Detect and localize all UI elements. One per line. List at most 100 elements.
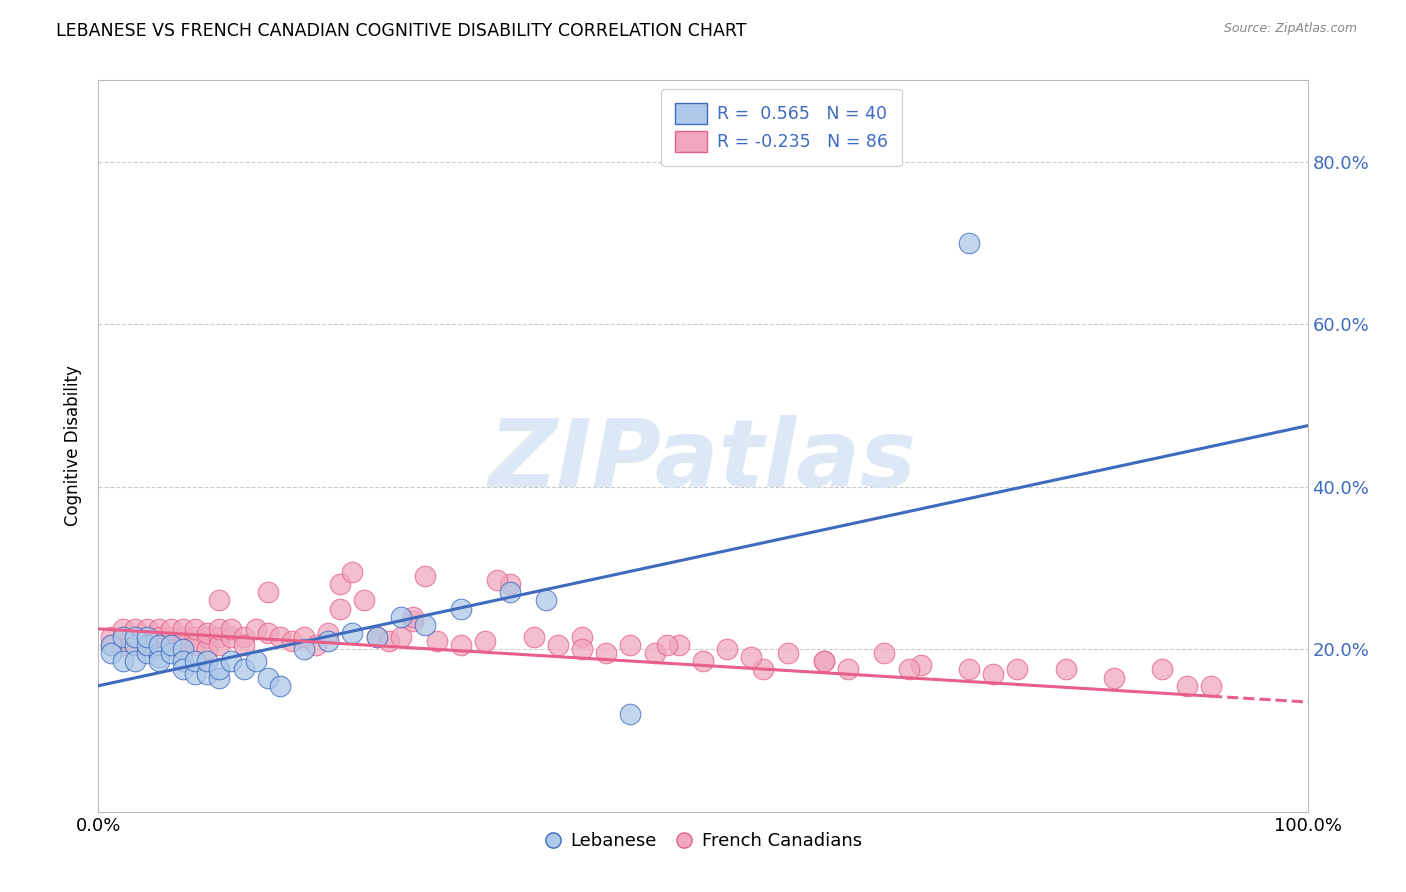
Point <box>402 614 425 628</box>
Point <box>957 663 980 677</box>
Point <box>413 617 436 632</box>
Point <box>474 634 496 648</box>
Point <box>124 630 146 644</box>
Point <box>957 235 980 250</box>
Point <box>124 638 146 652</box>
Point <box>124 654 146 668</box>
Point <box>148 638 170 652</box>
Point <box>135 638 157 652</box>
Point <box>402 609 425 624</box>
Point <box>232 638 254 652</box>
Point <box>655 638 678 652</box>
Point <box>111 630 134 644</box>
Point <box>269 679 291 693</box>
Point <box>571 630 593 644</box>
Point <box>172 638 194 652</box>
Point <box>342 565 364 579</box>
Point <box>316 634 339 648</box>
Point <box>195 666 218 681</box>
Point <box>329 601 352 615</box>
Point <box>366 630 388 644</box>
Point <box>450 601 472 615</box>
Point <box>740 650 762 665</box>
Point <box>135 630 157 644</box>
Point <box>148 638 170 652</box>
Point <box>100 646 122 660</box>
Point <box>245 654 267 668</box>
Point <box>232 630 254 644</box>
Point <box>135 646 157 660</box>
Point <box>172 663 194 677</box>
Text: LEBANESE VS FRENCH CANADIAN COGNITIVE DISABILITY CORRELATION CHART: LEBANESE VS FRENCH CANADIAN COGNITIVE DI… <box>56 22 747 40</box>
Point <box>208 593 231 607</box>
Point <box>752 663 775 677</box>
Point <box>124 638 146 652</box>
Point <box>1054 663 1077 677</box>
Point <box>208 671 231 685</box>
Point <box>111 638 134 652</box>
Point <box>571 642 593 657</box>
Point <box>135 630 157 644</box>
Point <box>619 638 641 652</box>
Point <box>160 630 183 644</box>
Point <box>981 666 1004 681</box>
Point <box>813 654 835 668</box>
Point <box>389 630 412 644</box>
Point <box>716 642 738 657</box>
Point <box>184 654 207 668</box>
Point <box>873 646 896 660</box>
Point <box>256 626 278 640</box>
Point <box>221 654 243 668</box>
Point <box>776 646 799 660</box>
Point <box>148 650 170 665</box>
Point <box>184 630 207 644</box>
Point <box>172 654 194 668</box>
Legend: Lebanese, French Canadians: Lebanese, French Canadians <box>537 825 869 857</box>
Point <box>135 622 157 636</box>
Point <box>426 634 449 648</box>
Point <box>389 609 412 624</box>
Point <box>498 577 520 591</box>
Point <box>292 630 315 644</box>
Point <box>184 622 207 636</box>
Point <box>148 630 170 644</box>
Point <box>910 658 932 673</box>
Point <box>221 622 243 636</box>
Point <box>523 630 546 644</box>
Point <box>813 654 835 668</box>
Point <box>486 573 509 587</box>
Point <box>100 638 122 652</box>
Point <box>269 630 291 644</box>
Point <box>353 593 375 607</box>
Point <box>208 622 231 636</box>
Point <box>232 663 254 677</box>
Point <box>160 638 183 652</box>
Point <box>111 654 134 668</box>
Point <box>1175 679 1198 693</box>
Point <box>1007 663 1029 677</box>
Point <box>281 634 304 648</box>
Point <box>534 593 557 607</box>
Point <box>111 630 134 644</box>
Point <box>498 585 520 599</box>
Text: ZIPatlas: ZIPatlas <box>489 415 917 507</box>
Point <box>316 626 339 640</box>
Point <box>195 642 218 657</box>
Point <box>245 622 267 636</box>
Point <box>160 646 183 660</box>
Point <box>148 630 170 644</box>
Point <box>292 642 315 657</box>
Y-axis label: Cognitive Disability: Cognitive Disability <box>65 366 83 526</box>
Point <box>124 622 146 636</box>
Point <box>837 663 859 677</box>
Point <box>172 630 194 644</box>
Point <box>692 654 714 668</box>
Point <box>619 707 641 722</box>
Point <box>256 671 278 685</box>
Point <box>135 638 157 652</box>
Point <box>100 638 122 652</box>
Point <box>366 630 388 644</box>
Point <box>172 642 194 657</box>
Point <box>172 622 194 636</box>
Point <box>160 638 183 652</box>
